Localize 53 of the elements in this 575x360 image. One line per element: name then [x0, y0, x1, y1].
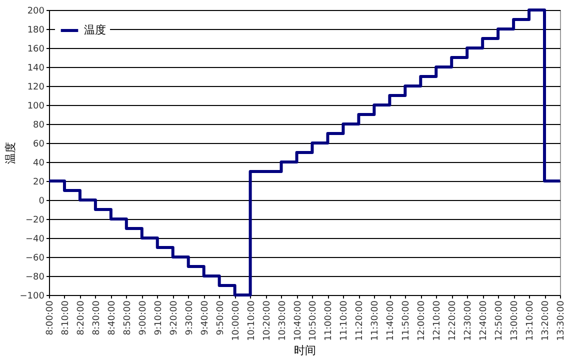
y-axis-title: 温度 — [4, 142, 17, 164]
y-tick-label: −60 — [26, 254, 45, 264]
x-tick-label: 12:40:00 — [479, 300, 490, 341]
x-tick-label: 9:30:00 — [184, 300, 195, 336]
y-tick-label: −100 — [20, 292, 45, 302]
x-tick-label: 8:10:00 — [60, 300, 71, 336]
x-tick-label: 9:50:00 — [216, 300, 226, 336]
y-tick-label: 180 — [27, 26, 45, 36]
x-tick-label: 11:10:00 — [340, 300, 350, 341]
x-tick-label: 8:40:00 — [107, 300, 118, 336]
y-tick-label: 140 — [27, 64, 45, 74]
x-tick-label: 8:30:00 — [92, 300, 102, 336]
y-tick-label: 60 — [33, 140, 45, 150]
x-tick-label: 12:10:00 — [432, 300, 443, 341]
x-tick-label: 10:10:00 — [246, 300, 257, 341]
x-tick-label: 11:20:00 — [355, 300, 366, 341]
x-tick-label: 13:00:00 — [510, 300, 520, 341]
y-tick-label: 20 — [33, 178, 45, 188]
y-tick-label: 80 — [33, 120, 45, 130]
x-tick-label: 9:10:00 — [154, 300, 164, 336]
y-tick-label: −20 — [26, 216, 45, 226]
y-tick-label: 160 — [27, 44, 45, 54]
y-tick-label: −40 — [26, 234, 45, 244]
x-tick-label: 12:30:00 — [464, 300, 474, 341]
x-tick-label: 12:20:00 — [448, 300, 458, 341]
x-tick-label: 8:50:00 — [122, 300, 133, 336]
y-tick-label: 40 — [33, 158, 45, 168]
x-tick-label: 9:40:00 — [200, 300, 210, 336]
x-tick-label: 8:00:00 — [46, 300, 56, 336]
y-tick-label: −80 — [26, 272, 45, 282]
x-tick-label: 11:40:00 — [386, 300, 396, 341]
x-tick-label: 10:40:00 — [293, 300, 304, 341]
x-tick-label: 13:20:00 — [541, 300, 552, 341]
y-tick-label: 200 — [27, 6, 45, 16]
x-tick-label: 10:30:00 — [278, 300, 288, 341]
x-tick-label: 10:00:00 — [231, 300, 242, 341]
y-tick-label: 100 — [27, 102, 45, 112]
x-tick-label: 11:30:00 — [370, 300, 381, 341]
x-tick-label: 10:50:00 — [308, 300, 319, 341]
x-tick-label: 9:20:00 — [169, 300, 180, 336]
x-axis-title: 时间 — [294, 344, 316, 357]
x-tick-label: 12:50:00 — [494, 300, 505, 341]
x-tick-label: 11:00:00 — [324, 300, 334, 341]
x-tick-label: 9:00:00 — [138, 300, 148, 336]
x-tick-label: 8:20:00 — [76, 300, 86, 336]
x-tick-label: 10:20:00 — [262, 300, 272, 341]
y-tick-label: 0 — [38, 196, 45, 206]
x-tick-label: 13:30:00 — [556, 300, 566, 341]
x-tick-label: 13:10:00 — [526, 300, 536, 341]
legend-label: 温度 — [84, 24, 106, 36]
x-tick-label: 12:00:00 — [417, 300, 428, 341]
x-tick-label: 11:50:00 — [402, 300, 412, 341]
y-tick-label: 120 — [27, 82, 45, 92]
